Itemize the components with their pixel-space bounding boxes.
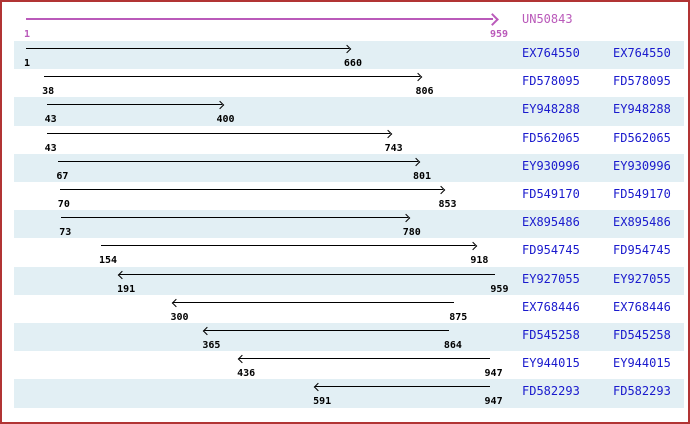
- start-coordinate: 1: [24, 58, 31, 69]
- accession-label: FD954745: [522, 243, 580, 258]
- accession-label-duplicate: EY927055: [613, 271, 671, 286]
- alignment-arrow-line: [46, 132, 390, 134]
- row-background-band: [14, 182, 684, 210]
- alignment-arrow-line: [204, 330, 449, 331]
- row-background-band: [14, 379, 684, 408]
- alignment-row: 1 660 EX764550 EX764550: [2, 41, 688, 70]
- row-background-band: [14, 126, 684, 154]
- row-background-band: [14, 69, 684, 97]
- arrowhead-right-icon: [486, 13, 499, 26]
- end-coordinate: 780: [402, 227, 421, 239]
- row-background-band: [14, 266, 684, 295]
- start-coordinate: 73: [59, 227, 72, 239]
- start-coordinate: 191: [117, 283, 136, 295]
- reference-accession-label: UN50843: [522, 12, 573, 26]
- accession-label: FD562065: [522, 130, 580, 145]
- end-coordinate: 864: [443, 340, 462, 351]
- row-background-band: [14, 153, 684, 182]
- start-coordinate: 365: [202, 340, 221, 351]
- accession-label-duplicate: EY944015: [613, 356, 671, 371]
- row-background-band: [14, 41, 684, 70]
- alignment-row: 43 743 FD562065 FD562065: [2, 126, 688, 154]
- alignment-row: 67 801 EY930996 EY930996: [2, 153, 688, 182]
- alignment-row: 38 806 FD578095 FD578095: [2, 69, 688, 97]
- start-coordinate: 591: [313, 396, 332, 408]
- accession-label-duplicate: FD545258: [613, 328, 671, 342]
- accession-label: FD545258: [522, 328, 580, 342]
- row-background-band: [14, 351, 684, 379]
- alignment-row: 73 780 EX895486 EX895486: [2, 210, 688, 239]
- accession-label-duplicate: FD954745: [613, 243, 671, 258]
- start-coordinate: 300: [170, 311, 189, 323]
- alignment-arrow-line: [61, 217, 408, 219]
- start-coordinate: 70: [57, 199, 70, 210]
- alignment-row: 591 947 FD582293 FD582293: [2, 379, 688, 408]
- end-coordinate: 806: [415, 86, 434, 98]
- accession-label-duplicate: EY948288: [613, 102, 671, 117]
- start-coordinate: 38: [42, 86, 55, 98]
- alignment-arrow-line: [46, 104, 222, 106]
- accession-label-duplicate: EX895486: [613, 215, 671, 230]
- alignment-arrow-line: [172, 301, 455, 303]
- alignment-arrow-line: [44, 76, 421, 78]
- alignment-row: 300 875 EX768446 EX768446: [2, 295, 688, 323]
- alignment-arrow-line: [100, 245, 476, 247]
- accession-label: FD582293: [522, 384, 580, 399]
- alignment-row: 154 918 FD954745 FD954745: [2, 238, 688, 266]
- row-background-band: [14, 97, 684, 126]
- end-coordinate: 801: [413, 170, 432, 182]
- accession-label-duplicate: FD562065: [613, 130, 671, 145]
- end-coordinate: 400: [216, 114, 235, 126]
- accession-label: EX895486: [522, 215, 580, 230]
- accession-label: EY948288: [522, 102, 580, 117]
- row-background-band: [14, 210, 684, 239]
- accession-label: EY930996: [522, 158, 580, 173]
- accession-label: EY927055: [522, 271, 580, 286]
- end-coordinate: 743: [384, 142, 403, 154]
- row-background-band: [14, 295, 684, 323]
- alignment-row: 436 947 EY944015 EY944015: [2, 351, 688, 379]
- accession-label: EX768446: [522, 299, 580, 314]
- accession-label-duplicate: FD578095: [613, 74, 671, 89]
- accession-label-duplicate: EY930996: [613, 158, 671, 173]
- end-coordinate: 853: [438, 199, 457, 210]
- alignment-arrow-line: [315, 386, 490, 388]
- accession-label-duplicate: FD582293: [613, 384, 671, 399]
- end-coordinate: 918: [470, 255, 489, 267]
- start-coordinate: 43: [44, 142, 57, 154]
- alignment-arrow-line: [239, 358, 490, 360]
- accession-label: FD549170: [522, 187, 580, 201]
- alignment-arrow-line: [26, 48, 349, 49]
- accession-label: EY944015: [522, 356, 580, 371]
- start-coordinate: 67: [56, 170, 69, 182]
- end-coordinate: 947: [484, 396, 503, 408]
- alignment-row: 70 853 FD549170 FD549170: [2, 182, 688, 210]
- end-coordinate: 959: [490, 283, 509, 295]
- alignment-arrow-line: [119, 273, 496, 275]
- accession-label-duplicate: EX768446: [613, 299, 671, 314]
- alignment-arrow-line: [58, 160, 418, 162]
- reference-arrow-line: [26, 18, 493, 20]
- accession-label: EX764550: [522, 46, 580, 60]
- end-coordinate: 875: [449, 311, 468, 323]
- alignment-row: 43 400 EY948288 EY948288: [2, 97, 688, 126]
- reference-end-coordinate: 959: [490, 29, 509, 40]
- accession-label-duplicate: FD549170: [613, 187, 671, 201]
- alignment-row: 191 959 EY927055 EY927055: [2, 266, 688, 295]
- row-background-band: [14, 323, 684, 352]
- start-coordinate: 154: [98, 255, 118, 267]
- end-coordinate: 660: [343, 58, 362, 69]
- start-coordinate: 436: [237, 368, 256, 380]
- end-coordinate: 947: [484, 368, 503, 380]
- start-coordinate: 43: [44, 114, 57, 126]
- accession-label-duplicate: EX764550: [613, 46, 671, 60]
- alignment-row: 365 864 FD545258 FD545258: [2, 323, 688, 352]
- accession-label: FD578095: [522, 74, 580, 89]
- alignment-arrow-line: [59, 189, 444, 190]
- reference-start-coordinate: 1: [24, 29, 31, 40]
